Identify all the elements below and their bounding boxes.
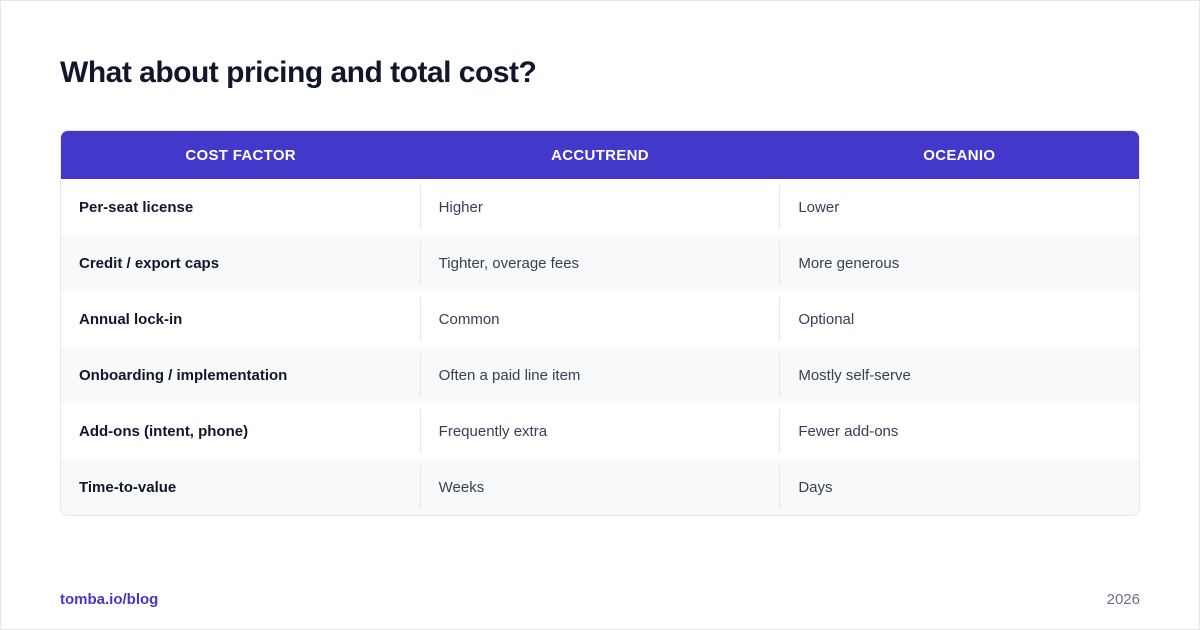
table-row: Credit / export caps Tighter, overage fe…	[61, 235, 1139, 291]
header-accutrend: ACCUTREND	[551, 146, 649, 164]
blog-link[interactable]: tomba.io/blog	[60, 591, 159, 608]
oceanio-cell: More generous	[779, 241, 1139, 285]
cost-factor-cell: Time-to-value	[79, 478, 177, 496]
cost-factor-cell: Onboarding / implementation	[79, 366, 288, 384]
footer-year: 2026	[1106, 591, 1140, 608]
header-oceanio: OCEANIO	[923, 146, 996, 164]
accutrend-cell: Frequently extra	[419, 409, 780, 453]
cost-factor-cell: Per-seat license	[79, 198, 194, 216]
table-row: Add-ons (intent, phone) Frequently extra…	[61, 403, 1139, 459]
table-row: Per-seat license Higher Lower	[61, 179, 1139, 235]
page-title: What about pricing and total cost?	[60, 56, 537, 89]
oceanio-cell: Optional	[779, 297, 1139, 341]
comparison-table: COST FACTOR ACCUTREND OCEANIO Per-seat l…	[60, 130, 1140, 516]
accutrend-cell: Often a paid line item	[419, 353, 780, 397]
oceanio-cell: Fewer add-ons	[779, 409, 1139, 453]
accutrend-cell: Tighter, overage fees	[419, 241, 780, 285]
header-cost-factor: COST FACTOR	[185, 146, 296, 164]
cost-factor-cell: Credit / export caps	[79, 254, 220, 272]
oceanio-cell: Days	[779, 465, 1139, 509]
table-row: Time-to-value Weeks Days	[61, 459, 1139, 515]
oceanio-cell: Mostly self-serve	[779, 353, 1139, 397]
cost-factor-cell: Add-ons (intent, phone)	[79, 422, 249, 440]
table-row: Annual lock-in Common Optional	[61, 291, 1139, 347]
accutrend-cell: Common	[419, 297, 780, 341]
oceanio-cell: Lower	[779, 185, 1139, 229]
accutrend-cell: Weeks	[419, 465, 780, 509]
cost-factor-cell: Annual lock-in	[79, 310, 183, 328]
table-row: Onboarding / implementation Often a paid…	[61, 347, 1139, 403]
accutrend-cell: Higher	[419, 185, 780, 229]
table-header: COST FACTOR ACCUTREND OCEANIO	[61, 131, 1139, 179]
